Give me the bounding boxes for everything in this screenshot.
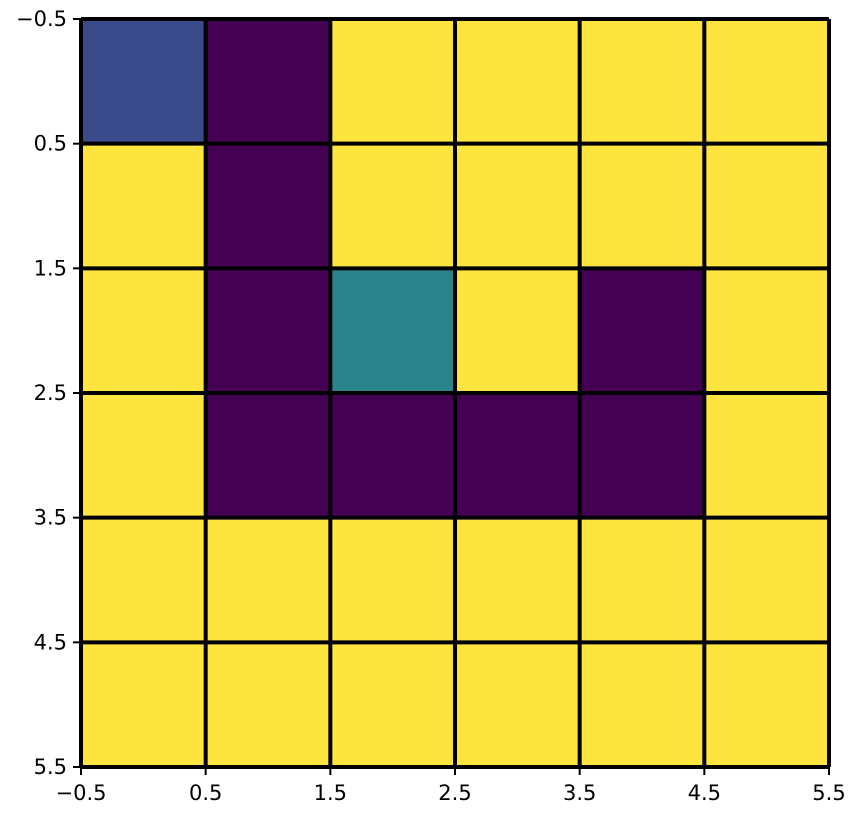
y-tick-label: 0.5 <box>34 132 67 156</box>
heatmap-cell <box>704 268 829 393</box>
y-tick-label: 1.5 <box>34 256 67 280</box>
heatmap-cell <box>81 642 206 767</box>
heatmap-cell <box>205 642 331 767</box>
heatmap-cell <box>455 642 580 767</box>
x-tick-label: 2.5 <box>438 781 471 805</box>
heatmap-cell <box>579 393 705 518</box>
heatmap-cell <box>81 19 206 144</box>
axis-ticks <box>73 18 830 775</box>
heatmap-cell <box>330 268 455 393</box>
heatmap-cell <box>330 393 455 518</box>
heatmap-cell <box>205 143 331 269</box>
heatmap-cell <box>455 268 580 393</box>
heatmap-cell <box>704 517 829 643</box>
heatmap-cell <box>455 393 580 518</box>
heatmap-cell <box>330 19 455 144</box>
x-tick-label: 5.5 <box>812 781 845 805</box>
heatmap-cell <box>704 19 829 144</box>
heatmap-cell <box>205 517 331 643</box>
heatmap-cell <box>455 143 580 269</box>
x-tick-label: 4.5 <box>688 781 721 805</box>
heatmap-cell <box>455 19 580 144</box>
y-tick-label: 5.5 <box>34 755 67 779</box>
x-tick-label: −0.5 <box>56 781 107 805</box>
heatmap-cell <box>330 642 455 767</box>
heatmap-cell <box>330 143 455 269</box>
x-tick-label: 1.5 <box>314 781 347 805</box>
heatmap-cell <box>579 19 705 144</box>
x-tick-label: 0.5 <box>189 781 222 805</box>
heatmap-cell <box>704 642 829 767</box>
heatmap-cell <box>205 19 331 144</box>
heatmap-cell <box>579 143 705 269</box>
heatmap-cell <box>330 517 455 643</box>
heatmap-cell <box>579 268 705 393</box>
heatmap-cells <box>81 19 829 767</box>
heatmap-cell <box>81 143 206 269</box>
heatmap-cell <box>579 517 705 643</box>
heatmap-cell <box>205 268 331 393</box>
y-tick-label: 4.5 <box>34 630 67 654</box>
y-tick-label: −0.5 <box>16 7 67 31</box>
heatmap-cell <box>704 143 829 269</box>
heatmap-cell <box>205 393 331 518</box>
y-tick-label: 2.5 <box>34 381 67 405</box>
heatmap-cell <box>81 393 206 518</box>
x-tick-label: 3.5 <box>563 781 596 805</box>
heatmap-cell <box>455 517 580 643</box>
heatmap-cell <box>81 268 206 393</box>
heatmap-cell <box>704 393 829 518</box>
tick-labels: −0.5 0.5 1.5 2.5 3.5 4.5 5.5 −0.5 0.5 1.… <box>16 7 846 805</box>
heatmap-cell <box>579 642 705 767</box>
y-tick-label: 3.5 <box>34 506 67 530</box>
heatmap-cell <box>81 517 206 643</box>
